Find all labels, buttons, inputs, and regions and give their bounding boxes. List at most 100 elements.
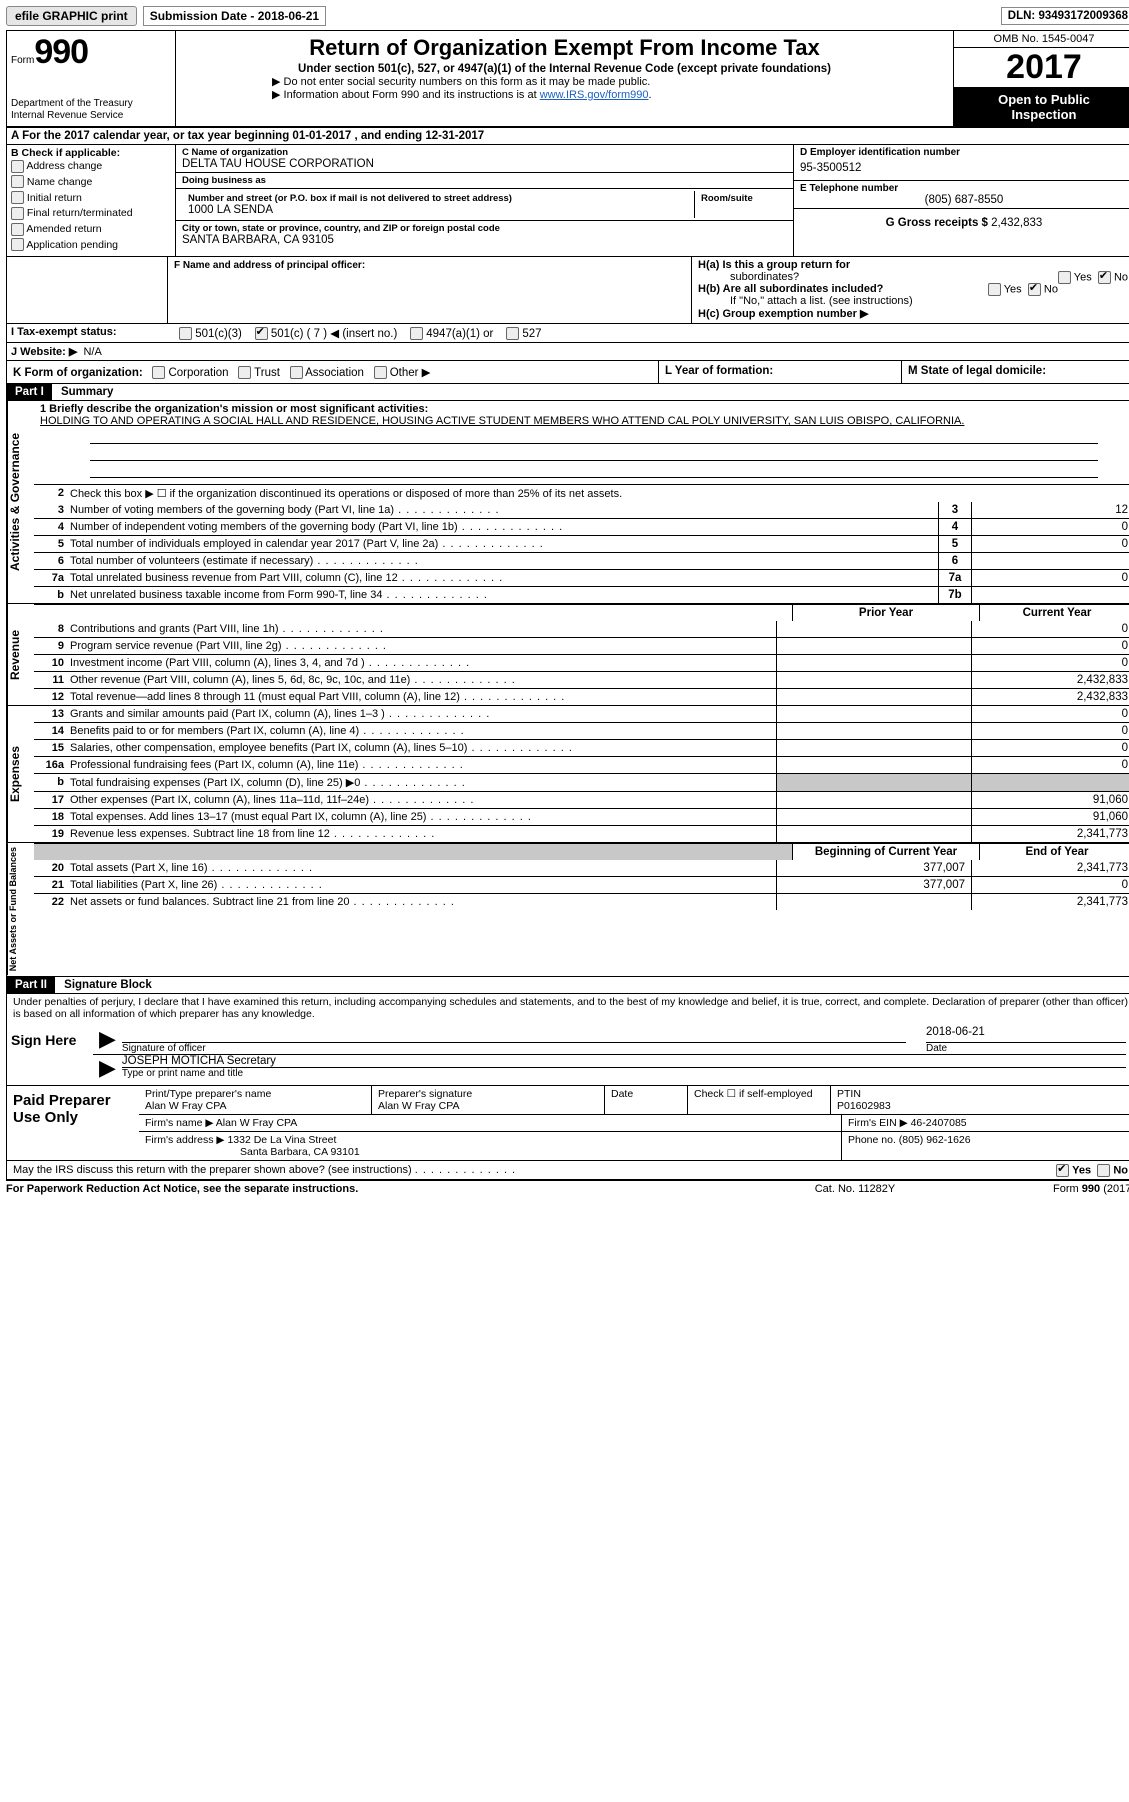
- irs-link[interactable]: www.IRS.gov/form990: [540, 89, 649, 101]
- dy: Yes: [1072, 1164, 1091, 1176]
- pr1d: Check ☐ if self-employed: [694, 1088, 813, 1100]
- chk-501c3[interactable]: [179, 327, 192, 340]
- dln-field: DLN: 93493172009368: [1001, 7, 1129, 25]
- dba-label: Doing business as: [182, 175, 787, 186]
- chk-4947[interactable]: [410, 327, 423, 340]
- ha-label: H(a) Is this a group return for: [698, 259, 850, 271]
- pr1bv: Alan W Fray CPA: [378, 1100, 460, 1112]
- end-year-hdr: End of Year: [979, 844, 1129, 860]
- sign-here-label: Sign Here: [7, 1022, 85, 1085]
- pr3b: Santa Barbara, CA 93101: [240, 1146, 360, 1158]
- ein-value: 95-3500512: [800, 158, 1128, 178]
- part-ii-header: Part II: [7, 977, 55, 993]
- chk-501c[interactable]: [255, 327, 268, 340]
- chk-app-pending[interactable]: Application pending: [11, 238, 171, 254]
- room-label: Room/suite: [701, 193, 781, 204]
- paperwork-notice: For Paperwork Reduction Act Notice, see …: [6, 1183, 755, 1195]
- dept2: Internal Revenue Service: [11, 110, 171, 122]
- pr1ev: P01602983: [837, 1100, 891, 1112]
- c-name-label: C Name of organization: [182, 147, 787, 158]
- hb-no-checkbox[interactable]: [1028, 283, 1041, 296]
- chk-address-change[interactable]: Address change: [11, 159, 171, 175]
- pr1a: Print/Type preparer's name: [145, 1088, 271, 1100]
- pr2av: Alan W Fray CPA: [216, 1117, 298, 1129]
- m-label: M State of legal domicile:: [908, 365, 1046, 377]
- opt1: Name change: [27, 176, 92, 188]
- form-footer: Form 990 (2017): [955, 1183, 1129, 1195]
- chk-assoc[interactable]: [290, 366, 303, 379]
- opt4: Amended return: [26, 223, 101, 235]
- i0: 501(c)(3): [195, 328, 242, 340]
- chk-corp[interactable]: [152, 366, 165, 379]
- k1: Trust: [254, 367, 280, 379]
- ha-yes-checkbox[interactable]: [1058, 271, 1071, 284]
- officer-name: JOSEPH MOTICHA Secretary: [122, 1055, 1126, 1068]
- street-value: 1000 LA SENDA: [188, 204, 688, 216]
- form-no: 990: [34, 33, 88, 71]
- sig-date-label: Date: [926, 1043, 1126, 1054]
- tax-year: 2017: [954, 48, 1129, 88]
- f-label: F Name and address of principal officer:: [174, 260, 365, 271]
- city-label: City or town, state or province, country…: [182, 223, 787, 234]
- form-subtitle: Under section 501(c), 527, or 4947(a)(1)…: [182, 63, 947, 75]
- ha-no-checkbox[interactable]: [1098, 271, 1111, 284]
- i3: 527: [522, 328, 541, 340]
- street-label: Number and street (or P.O. box if mail i…: [188, 193, 688, 204]
- pr1e: PTIN: [837, 1088, 861, 1100]
- sig-arrow-icon-2: ▶: [93, 1055, 122, 1081]
- chk-trust[interactable]: [238, 366, 251, 379]
- penalties-text: Under penalties of perjury, I declare th…: [7, 994, 1129, 1022]
- k3: Other ▶: [390, 367, 431, 379]
- dln-value: 93493172009368: [1038, 10, 1128, 22]
- discuss-no-checkbox[interactable]: [1097, 1164, 1110, 1177]
- discuss-yes-checkbox[interactable]: [1056, 1164, 1069, 1177]
- sub-date: 2018-06-21: [258, 9, 319, 23]
- mission-block: 1 Briefly describe the organization's mi…: [34, 401, 1129, 484]
- dept1: Department of the Treasury: [11, 98, 171, 110]
- inspect1: Open to Public: [998, 92, 1090, 107]
- opt5: Application pending: [26, 239, 118, 251]
- opt2: Initial return: [27, 192, 82, 204]
- l-label: L Year of formation:: [665, 365, 773, 377]
- submission-date-field: Submission Date - 2018-06-21: [143, 6, 326, 26]
- efile-print-button[interactable]: efile GRAPHIC print: [6, 6, 137, 26]
- row-a-taxyear: A For the 2017 calendar year, or tax yea…: [7, 128, 1129, 145]
- part-i-title: Summary: [55, 384, 119, 400]
- opt3: Final return/terminated: [27, 207, 133, 219]
- pr3a: Firm's address ▶: [145, 1134, 225, 1146]
- chk-527[interactable]: [506, 327, 519, 340]
- hb-label: H(b) Are all subordinates included?: [698, 283, 883, 295]
- rev-label: Revenue: [7, 604, 34, 705]
- chk-initial-return[interactable]: Initial return: [11, 191, 171, 207]
- form-number: Form990: [11, 33, 171, 72]
- officer-name-label: Type or print name and title: [122, 1068, 1126, 1079]
- beg-year-hdr: Beginning of Current Year: [792, 844, 979, 860]
- dept-block: Department of the Treasury Internal Reve…: [11, 98, 171, 121]
- sig-date: 2018-06-21: [926, 1026, 1126, 1043]
- org-name: DELTA TAU HOUSE CORPORATION: [182, 158, 787, 170]
- sub-label: Submission Date -: [150, 9, 258, 23]
- net-label: Net Assets or Fund Balances: [7, 843, 34, 975]
- chk-amended[interactable]: Amended return: [11, 222, 171, 238]
- opt0: Address change: [26, 160, 102, 172]
- f-value: [174, 271, 685, 321]
- efile-label: efile GRAPHIC print: [15, 9, 128, 23]
- chk-final-return[interactable]: Final return/terminated: [11, 206, 171, 222]
- sig-arrow-icon: ▶: [93, 1026, 122, 1054]
- g-label: G Gross receipts $: [886, 217, 991, 229]
- form-container: Form990 Department of the Treasury Inter…: [6, 30, 1129, 1181]
- discuss-text: May the IRS discuss this return with the…: [13, 1164, 412, 1176]
- form-title: Return of Organization Exempt From Incom…: [182, 35, 947, 61]
- no1: No: [1114, 271, 1128, 283]
- info-pre: ▶ Information about Form 990 and its ins…: [272, 89, 540, 101]
- chk-name-change[interactable]: Name change: [11, 175, 171, 191]
- hb-note: If "No," attach a list. (see instruction…: [730, 295, 1128, 307]
- d-ein-label: D Employer identification number: [800, 147, 1128, 158]
- pr1c: Date: [611, 1088, 633, 1100]
- chk-other[interactable]: [374, 366, 387, 379]
- i1: 501(c) ( 7 ) ◀ (insert no.): [271, 328, 397, 340]
- hb-yes-checkbox[interactable]: [988, 283, 1001, 296]
- exp-label: Expenses: [7, 706, 34, 842]
- k2: Association: [305, 367, 364, 379]
- omb-number: OMB No. 1545-0047: [954, 31, 1129, 48]
